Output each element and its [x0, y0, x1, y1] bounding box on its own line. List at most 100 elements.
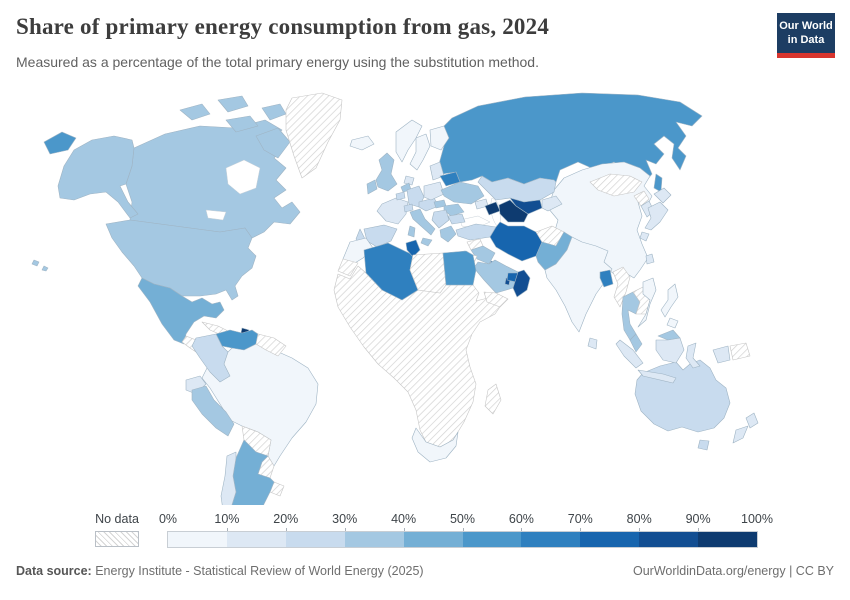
map-region-australia[interactable]	[697, 439, 710, 451]
map-region-thailand[interactable]	[621, 291, 641, 341]
map-region-russia[interactable]	[43, 131, 77, 155]
legend-bin-10-20%[interactable]	[226, 532, 286, 547]
map-region-yemen[interactable]	[483, 291, 509, 308]
map-region-greenland[interactable]	[285, 92, 343, 179]
map-region-indonesia[interactable]	[655, 337, 685, 364]
map-region-vietnam[interactable]	[637, 277, 657, 328]
map-region-canada[interactable]	[179, 103, 211, 121]
map-region-mexico[interactable]	[137, 277, 225, 345]
map-region-south-africa[interactable]	[411, 427, 459, 463]
map-region-chile[interactable]	[219, 451, 237, 557]
great-lakes	[205, 209, 227, 221]
map-region-united-states[interactable]	[57, 135, 139, 219]
map-region-united-states[interactable]	[41, 265, 49, 272]
map-region-greece[interactable]	[439, 225, 457, 243]
map-region-philippines[interactable]	[666, 317, 679, 329]
legend-bin-30-40%[interactable]	[344, 532, 404, 547]
legend-tick-label: 100%	[741, 512, 773, 526]
map-region-kyrgyzstan-tajikistan[interactable]	[541, 195, 563, 212]
legend-scale: 0% 10% 20% 30% 40% 50% 60% 70% 80% 90% 100%	[159, 512, 773, 550]
legend-bin-60-70%[interactable]	[521, 532, 581, 547]
legend-bin-40-50%[interactable]	[403, 532, 463, 547]
map-region-turkey[interactable]	[455, 223, 497, 241]
legend-tick-label: 50%	[449, 512, 476, 526]
legend-bin-70-80%[interactable]	[580, 532, 640, 547]
map-region-italy[interactable]	[420, 237, 433, 247]
map-region-western-sahara[interactable]	[337, 258, 359, 277]
map-region-turkmenistan[interactable]	[498, 199, 529, 223]
map-region-indonesia[interactable]	[637, 369, 677, 384]
map-region-australia[interactable]	[634, 359, 731, 433]
map-region-denmark[interactable]	[403, 175, 415, 186]
map-region-kazakhstan[interactable]	[477, 175, 557, 203]
legend-bin-0-10%[interactable]	[168, 532, 227, 547]
legend-tick-label: 10%	[214, 512, 240, 526]
map-region-japan[interactable]	[639, 231, 650, 242]
map-region-italy[interactable]	[407, 225, 416, 238]
map-region-canada[interactable]	[217, 95, 249, 113]
map-region-taiwan[interactable]	[645, 253, 655, 265]
map-region-papua-new-guinea[interactable]	[729, 342, 751, 361]
map-region-mongolia[interactable]	[589, 173, 643, 197]
legend-bin-50-60%[interactable]	[462, 532, 522, 547]
map-region-new-zealand[interactable]	[732, 425, 749, 444]
map-region-indonesia[interactable]	[615, 339, 644, 369]
owid-logo[interactable]: Our World in Data	[777, 13, 835, 58]
page-subtitle: Measured as a percentage of the total pr…	[16, 54, 539, 70]
map-region-ukraine[interactable]	[440, 181, 485, 205]
legend-tick-label: 20%	[273, 512, 299, 526]
map-region-france[interactable]	[376, 197, 409, 225]
legend-bin-80-90%[interactable]	[639, 532, 699, 547]
credit-link[interactable]: OurWorldinData.org/energy | CC BY	[632, 564, 834, 578]
map-region-japan[interactable]	[644, 201, 669, 231]
map-region-canada[interactable]	[255, 127, 291, 159]
map-region-poland[interactable]	[423, 181, 445, 201]
map-region-indonesia[interactable]	[685, 342, 701, 369]
map-region-united-states[interactable]	[105, 219, 257, 301]
map-region-north-korea[interactable]	[633, 190, 650, 207]
map-region-japan[interactable]	[653, 187, 672, 204]
map-region-bangladesh[interactable]	[599, 269, 614, 288]
map-region-norway[interactable]	[395, 119, 423, 163]
hudson-bay	[225, 159, 261, 195]
map-region-iceland[interactable]	[349, 135, 375, 151]
legend-no-data-swatch[interactable]	[95, 531, 139, 547]
page-title: Share of primary energy consumption from…	[16, 14, 550, 39]
map-region-bulgaria[interactable]	[447, 213, 466, 225]
legend-no-data[interactable]: No data	[95, 512, 139, 547]
legend-bin-20-30%[interactable]	[285, 532, 345, 547]
legend-tick-label: 40%	[391, 512, 417, 526]
map-region-united-kingdom[interactable]	[375, 152, 398, 192]
map-region-iran[interactable]	[489, 221, 543, 262]
map-region-oman[interactable]	[512, 269, 531, 298]
map-region-united-states[interactable]	[31, 259, 40, 267]
map-region-colombia[interactable]	[191, 333, 231, 383]
map-region-balkans[interactable]	[431, 209, 450, 229]
map-region-romania[interactable]	[443, 203, 465, 217]
map-region-russia[interactable]	[438, 92, 703, 189]
map-region-malaysia[interactable]	[629, 333, 643, 353]
map-region-belgium[interactable]	[395, 191, 406, 201]
map-region-philippines[interactable]	[660, 283, 679, 318]
map-region-sub-saharan-africa[interactable]	[333, 265, 503, 448]
legend-color-bar	[167, 531, 758, 548]
map-region-switzerland[interactable]	[403, 203, 414, 213]
map-region-sri-lanka[interactable]	[587, 337, 598, 350]
map-region-egypt[interactable]	[442, 250, 477, 286]
map-region-new-zealand[interactable]	[745, 412, 759, 429]
map-region-russia[interactable]	[653, 173, 663, 193]
legend-bin-90-100%[interactable]	[698, 532, 758, 547]
map-region-guyanas[interactable]	[255, 333, 287, 357]
map-region-tunisia[interactable]	[405, 239, 421, 258]
data-source-label: Data source:	[16, 564, 92, 578]
map-region-italy[interactable]	[409, 208, 436, 236]
map-region-indonesia[interactable]	[712, 345, 731, 364]
map-region-madagascar[interactable]	[484, 383, 502, 415]
map-region-canada[interactable]	[261, 103, 287, 121]
map-region-finland[interactable]	[429, 125, 450, 151]
map-region-ireland[interactable]	[366, 179, 378, 195]
map-region-sweden[interactable]	[409, 133, 431, 171]
map-region-canada[interactable]	[225, 115, 259, 133]
map-region-peru[interactable]	[191, 385, 235, 437]
